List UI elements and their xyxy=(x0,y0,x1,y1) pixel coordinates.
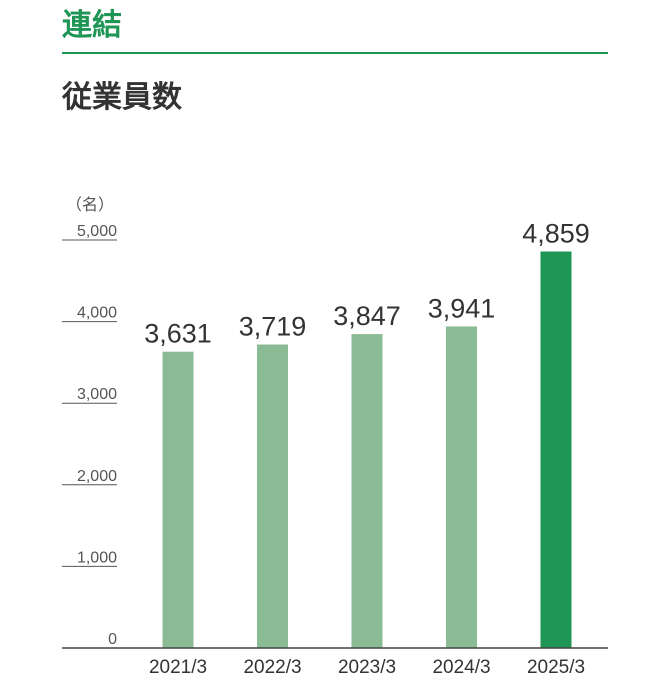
y-tick-label: 1,000 xyxy=(77,549,117,566)
bar xyxy=(257,344,288,648)
x-tick-label: 2022/3 xyxy=(243,657,301,678)
data-label: 3,631 xyxy=(144,319,212,349)
section-title: 連結 xyxy=(62,8,122,43)
data-label: 3,719 xyxy=(239,312,307,342)
y-axis-ticks: 0 1,000 2,000 3,000 4,000 5,000 xyxy=(62,223,117,648)
x-axis-labels: 2021/3 2022/3 2023/3 2024/3 2025/3 xyxy=(149,657,585,678)
bars xyxy=(162,251,572,648)
x-tick-label: 2025/3 xyxy=(527,657,585,678)
x-tick-label: 2023/3 xyxy=(338,657,396,678)
data-label: 3,941 xyxy=(428,293,496,323)
y-tick-label: 2,000 xyxy=(77,468,117,485)
y-tick-label: 3,000 xyxy=(77,386,117,403)
y-tick-label: 5,000 xyxy=(77,223,117,240)
x-tick-label: 2021/3 xyxy=(149,657,207,678)
value-labels: 3,631 3,719 3,847 3,941 4,859 xyxy=(144,219,590,349)
bar xyxy=(540,251,572,648)
chart-title: 従業員数 xyxy=(62,80,182,115)
y-tick-label: 4,000 xyxy=(77,305,117,322)
data-label: 4,859 xyxy=(522,219,590,249)
bar xyxy=(351,334,383,648)
x-tick-label: 2024/3 xyxy=(432,657,490,678)
section-divider xyxy=(62,52,608,54)
bar xyxy=(446,326,477,648)
data-label: 3,847 xyxy=(333,301,401,331)
y-axis-unit-label: （名） xyxy=(66,195,115,214)
bar xyxy=(162,351,194,648)
y-tick-label: 0 xyxy=(108,631,117,648)
